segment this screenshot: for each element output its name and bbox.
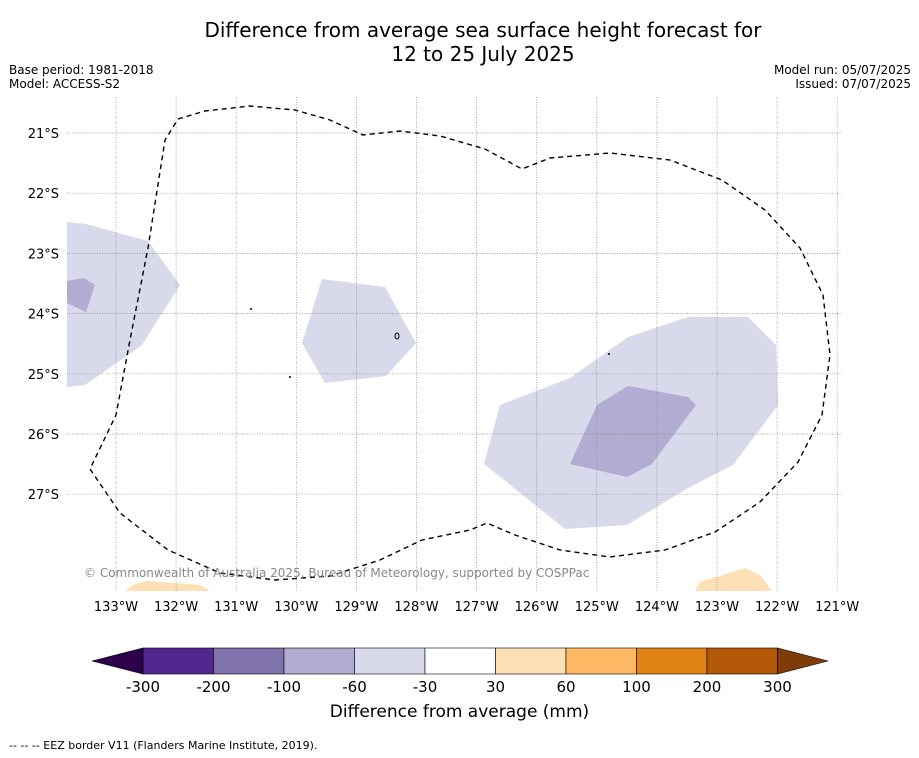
- anomaly-regions: [67, 222, 778, 591]
- longitude-label: 123°W: [695, 600, 739, 615]
- colorbar-tick-label: 200: [693, 678, 722, 696]
- colorbar-over-arrow: [777, 647, 829, 675]
- longitude-label: 132°W: [154, 600, 198, 615]
- longitude-label: 124°W: [635, 600, 679, 615]
- colorbar-tick-label: 100: [622, 678, 651, 696]
- latitude-labels: 21°S 22°S 23°S 24°S 25°S 26°S 27°S: [28, 127, 59, 503]
- eez-border: [89, 105, 831, 581]
- island-marker: [394, 332, 400, 340]
- copyright-notice: © Commonwealth of Australia 2025, Bureau…: [84, 566, 589, 580]
- title-line-2: 12 to 25 July 2025: [391, 42, 575, 66]
- latitude-label: 21°S: [28, 127, 59, 142]
- island-marker: [250, 308, 252, 310]
- latitude-label: 25°S: [28, 368, 59, 383]
- colorbar-segment: [636, 647, 708, 675]
- island-marker: [608, 353, 610, 355]
- eez-footnote: -- -- -- EEZ border V11 (Flanders Marine…: [9, 739, 318, 752]
- colorbar-title: Difference from average (mm): [329, 702, 590, 722]
- longitude-label: 125°W: [575, 600, 619, 615]
- latitude-label: 26°S: [28, 428, 59, 443]
- meta-right: Model run: 05/07/2025 Issued: 07/07/2025: [774, 63, 911, 91]
- anomaly-region-west-core: [67, 278, 95, 312]
- colorbar-tick-label: -100: [267, 678, 301, 696]
- anomaly-region-east-core: [570, 386, 696, 477]
- colorbar-tick-label: -60: [342, 678, 367, 696]
- colorbar: -300 -200 -100 -60 -30 30 60 100 200 300: [91, 647, 829, 696]
- colorbar-tick-label: -300: [126, 678, 160, 696]
- latitude-label: 23°S: [28, 247, 59, 262]
- map-title: Difference from average sea surface heig…: [0, 18, 919, 66]
- latitude-label: 24°S: [28, 308, 59, 323]
- colorbar-tick-label: -30: [413, 678, 438, 696]
- colorbar-segment: [213, 647, 285, 675]
- latitude-label: 27°S: [28, 488, 59, 503]
- colorbar-tick-label: 300: [763, 678, 792, 696]
- colorbar-segment: [565, 647, 637, 675]
- anomaly-region-south-east: [695, 568, 772, 591]
- latitude-label: 22°S: [28, 187, 59, 202]
- longitude-labels: 133°W 132°W 131°W 130°W 129°W 128°W 127°W 126°W…: [94, 600, 860, 615]
- colorbar-tick-label: 60: [556, 678, 575, 696]
- colorbar-segment: [142, 647, 214, 675]
- title-line-1: Difference from average sea surface heig…: [204, 18, 762, 42]
- colorbar-segment: [495, 647, 567, 675]
- model-name: Model: ACCESS-S2: [9, 77, 121, 91]
- colorbar-tick-label: -200: [196, 678, 230, 696]
- longitude-label: 130°W: [274, 600, 318, 615]
- longitude-label: 122°W: [755, 600, 799, 615]
- issued-date: Issued: 07/07/2025: [795, 77, 911, 91]
- anomaly-region-south-west: [125, 581, 210, 591]
- colorbar-segment: [424, 647, 496, 675]
- longitude-label: 131°W: [214, 600, 258, 615]
- longitude-label: 127°W: [455, 600, 499, 615]
- colorbar-under-arrow: [91, 647, 144, 675]
- colorbar-segment: [354, 647, 426, 675]
- base-period: Base period: 1981-2018: [9, 63, 154, 77]
- longitude-label: 121°W: [815, 600, 859, 615]
- island-marker: [289, 376, 291, 378]
- longitude-label: 133°W: [94, 600, 138, 615]
- anomaly-region-west: [67, 222, 180, 387]
- longitude-label: 129°W: [334, 600, 378, 615]
- colorbar-segment: [706, 647, 778, 675]
- longitude-label: 128°W: [394, 600, 438, 615]
- longitude-label: 126°W: [515, 600, 559, 615]
- colorbar-segment: [283, 647, 355, 675]
- model-run: Model run: 05/07/2025: [773, 63, 911, 77]
- meta-left: Base period: 1981-2018 Model: ACCESS-S2: [9, 63, 154, 91]
- anomaly-region-central: [302, 279, 416, 383]
- colorbar-tick-label: 30: [486, 678, 505, 696]
- gridlines: [67, 97, 842, 591]
